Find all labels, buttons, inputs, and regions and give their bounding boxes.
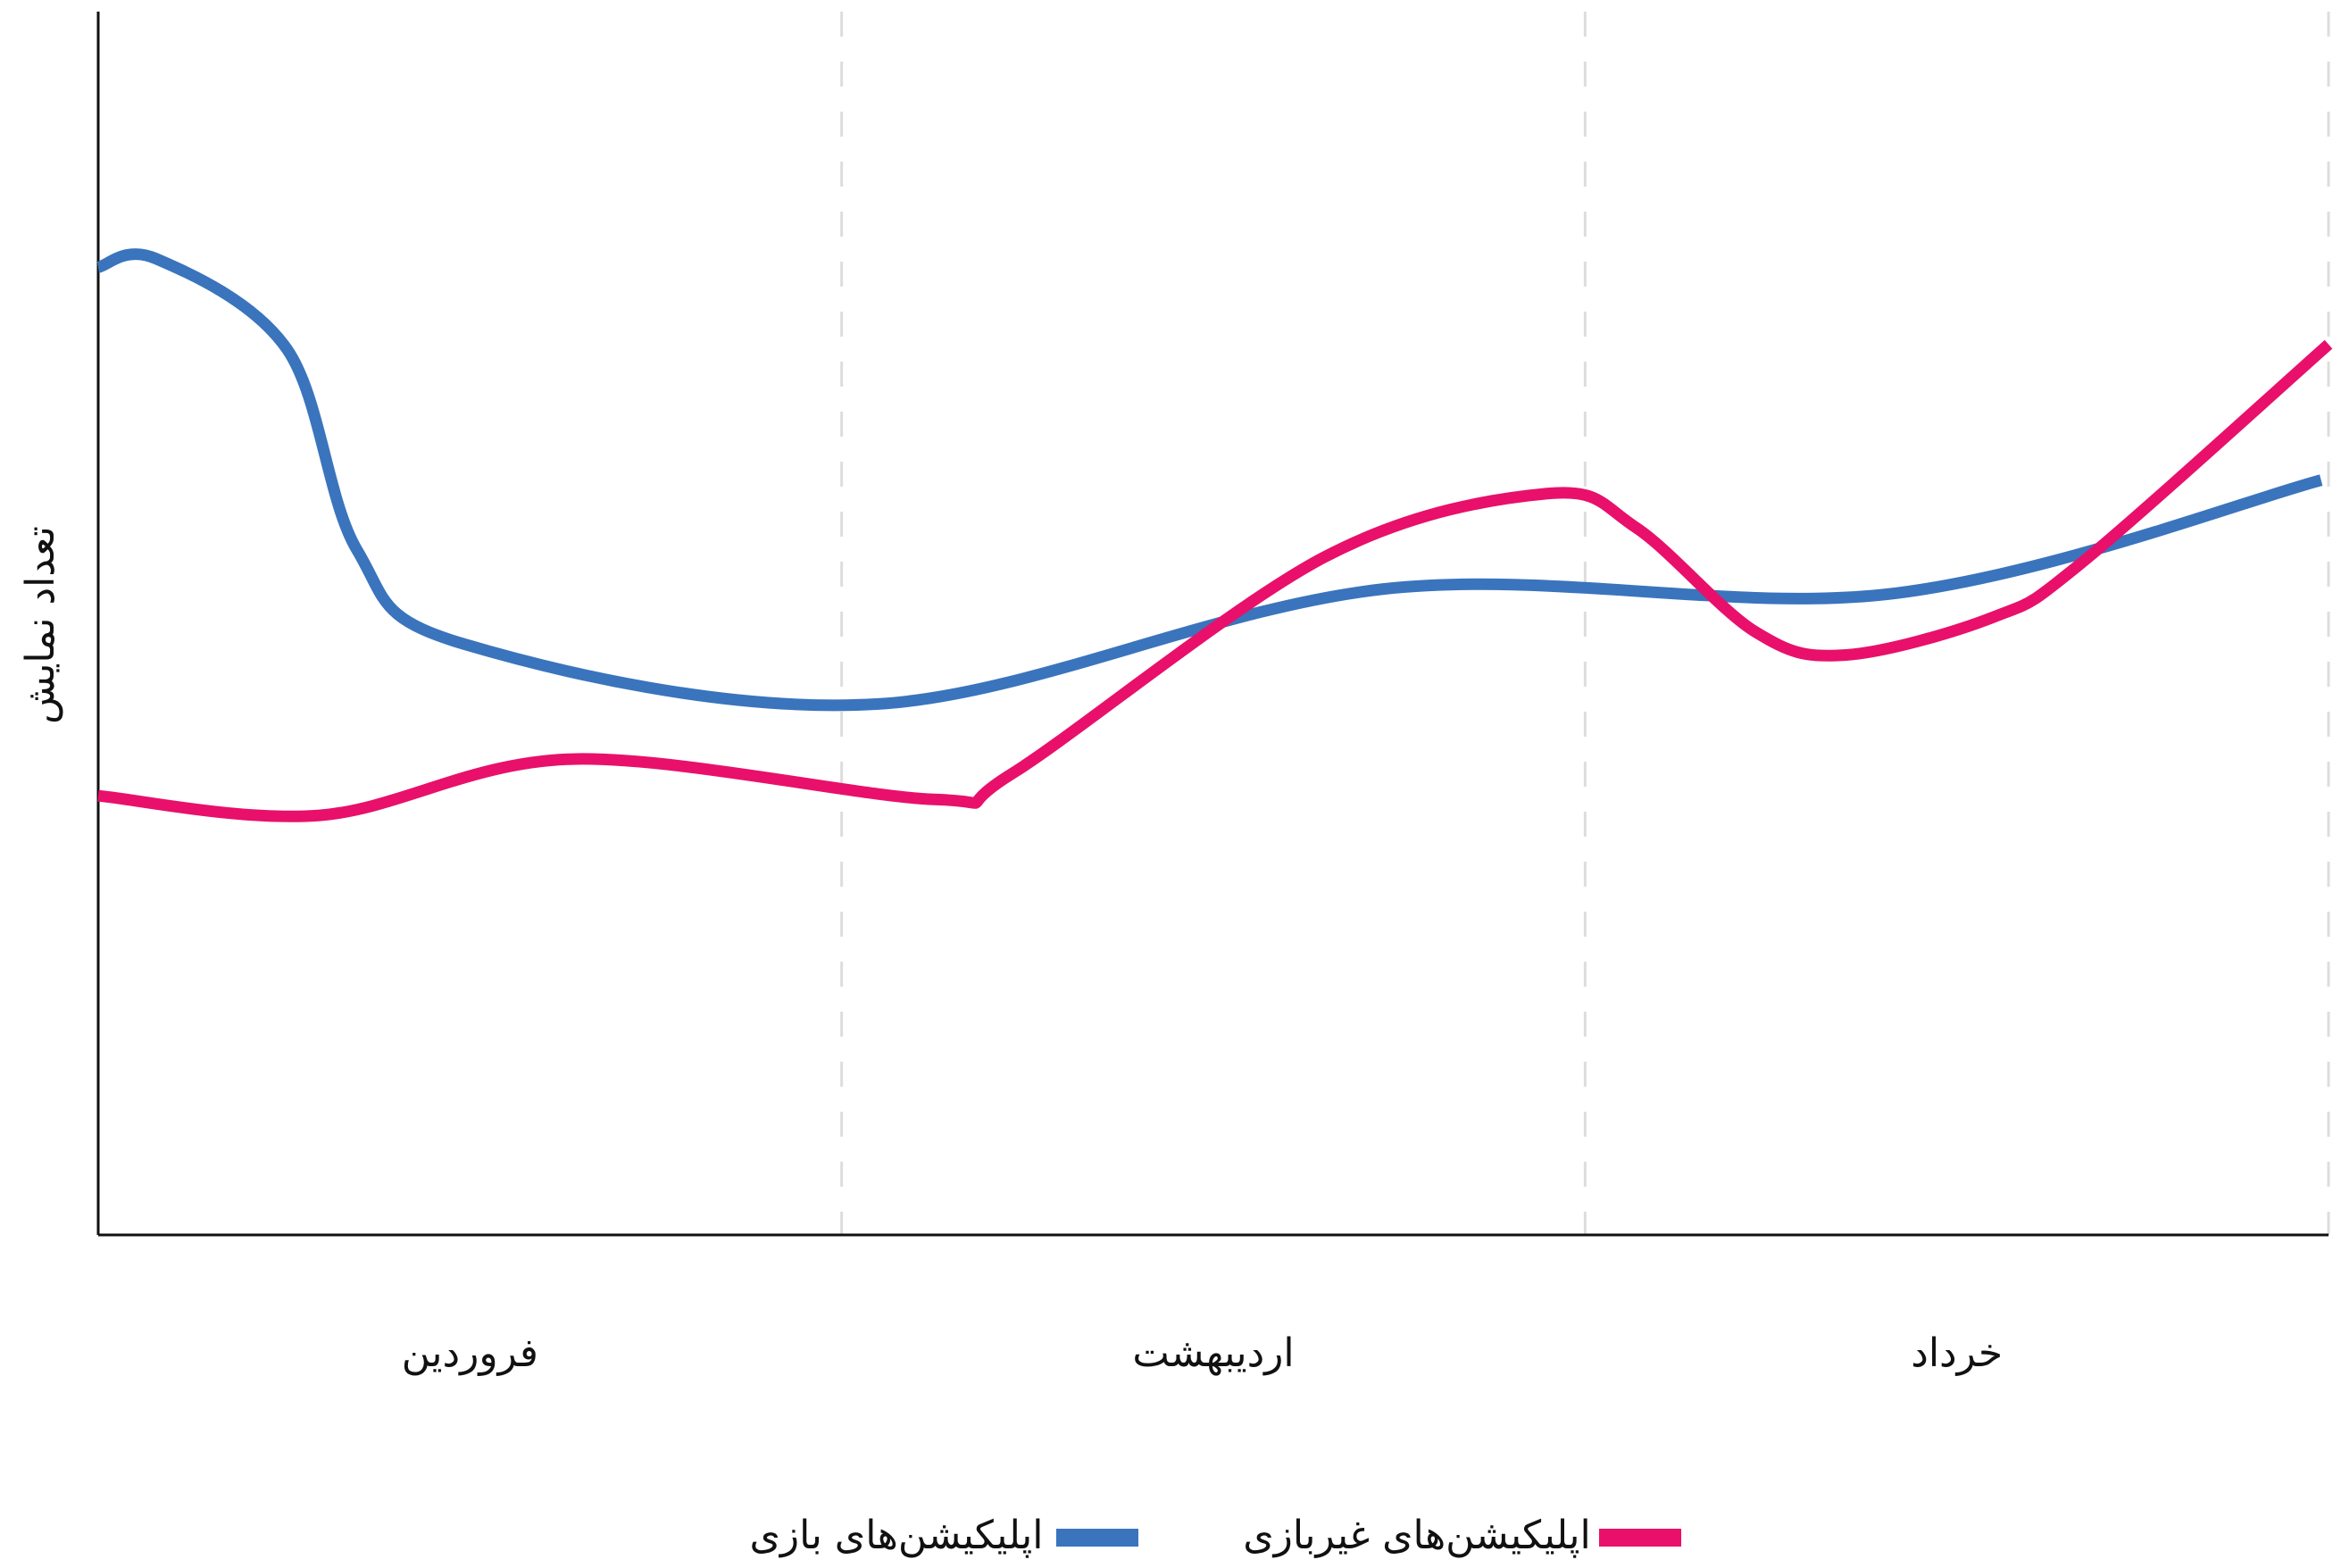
x-tick-label: اردیبهشت bbox=[1132, 1330, 1294, 1376]
x-tick-label: فروردین bbox=[402, 1330, 538, 1376]
legend-label: اپلیکیشن‌های غیربازی bbox=[1243, 1513, 1591, 1558]
series-line bbox=[96, 248, 2323, 712]
legend-label: اپلیکیشن‌های بازی bbox=[749, 1513, 1043, 1558]
series-line bbox=[97, 339, 2333, 822]
y-axis-label: تعداد نمایش bbox=[18, 526, 63, 724]
legend-swatch bbox=[1056, 1529, 1138, 1547]
x-tick-label: خرداد bbox=[1911, 1330, 2003, 1376]
legend-swatch bbox=[1599, 1529, 1681, 1547]
